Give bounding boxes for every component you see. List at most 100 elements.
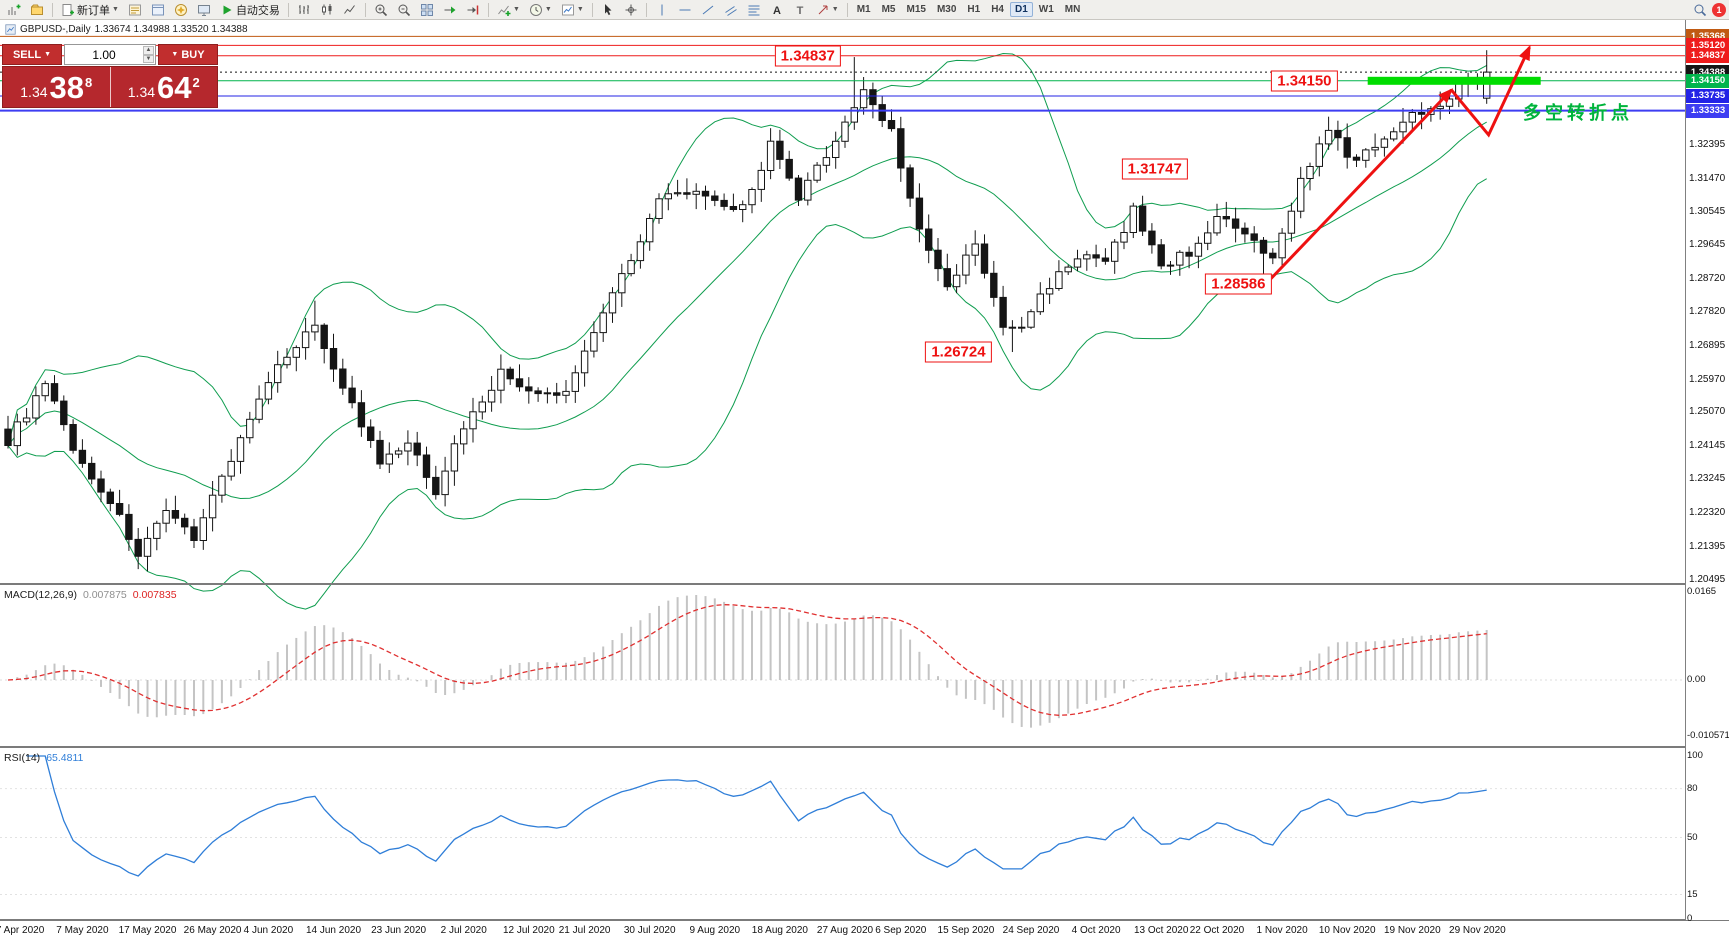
date-axis-label: 29 Nov 2020 <box>1449 925 1506 936</box>
indicators-button[interactable]: ▼ <box>493 1 524 19</box>
volume-input[interactable] <box>65 45 155 64</box>
timeframe-button-h4[interactable]: H4 <box>991 4 1004 15</box>
spinner-up-icon[interactable]: ▲ <box>143 46 154 55</box>
axis-label: 1.25070 <box>1689 406 1726 418</box>
fibonacci-icon <box>747 3 761 17</box>
auto-scroll-button[interactable] <box>439 1 461 19</box>
axis-label: 1.22320 <box>1689 506 1726 518</box>
profiles-button[interactable] <box>26 1 48 19</box>
axis-label: -0.010571 <box>1687 730 1729 742</box>
buy-button[interactable]: ▼ BUY <box>158 44 218 65</box>
chevron-down-icon: ▼ <box>44 51 52 58</box>
bid-price-button[interactable]: 1.34 38 8 <box>3 67 111 107</box>
templates-button[interactable]: ▼ <box>557 1 588 19</box>
axis-label: 1.25970 <box>1689 373 1726 385</box>
price-callout[interactable]: 1.28586 <box>1205 273 1272 295</box>
timeframe-button-m5[interactable]: M5 <box>881 4 896 15</box>
spinner-down-icon[interactable]: ▼ <box>143 54 154 63</box>
arrows-button[interactable]: ▼ <box>812 1 843 19</box>
timeframe-button-m30[interactable]: M30 <box>936 4 957 15</box>
panel-separator[interactable] <box>0 583 1729 585</box>
price-levels[interactable] <box>0 35 1685 112</box>
fibonacci-button[interactable] <box>743 1 765 19</box>
timeframe-button-d1[interactable]: D1 <box>1010 2 1033 17</box>
zoom-in-button[interactable] <box>370 1 392 19</box>
search-icon <box>1693 3 1707 17</box>
date-axis-label: 19 Nov 2020 <box>1383 925 1441 936</box>
price-callout[interactable]: 1.34837 <box>774 45 841 67</box>
bars-chart-button[interactable] <box>293 1 315 19</box>
date-axis-label: 15 Sep 2020 <box>937 925 995 936</box>
timeframe-button-m15[interactable]: M15 <box>906 4 926 15</box>
crosshair-button[interactable] <box>620 1 642 19</box>
date-axis-label: 27 Aug 2020 <box>816 925 874 936</box>
timeframe-button-w1[interactable]: W1 <box>1038 4 1054 15</box>
macd-signal-value: 0.007835 <box>132 589 177 601</box>
axis-label: 1.20495 <box>1689 573 1726 585</box>
zoom-out-button[interactable] <box>393 1 415 19</box>
toolbar-separator <box>287 2 289 17</box>
axis-label: 1.21395 <box>1689 540 1726 552</box>
vertical-line-button[interactable] <box>651 1 673 19</box>
navigator-icon <box>174 3 188 17</box>
price-axis-highlight: 1.33333 <box>1686 103 1729 118</box>
notification-badge[interactable]: 1 <box>1712 2 1726 17</box>
axis-label: 1.30545 <box>1689 206 1726 218</box>
ask-point: 2 <box>192 75 200 90</box>
data-window-button[interactable] <box>147 1 169 19</box>
chart-shift-button[interactable] <box>462 1 484 19</box>
text-button[interactable]: A <box>766 1 788 19</box>
date-axis-label: 10 Nov 2020 <box>1318 925 1376 936</box>
horizontal-line-button[interactable] <box>674 1 696 19</box>
date-axis[interactable]: 27 Apr 2020 7 May 2020 17 May 2020 26 May 2… <box>0 921 1685 945</box>
line-chart-button[interactable] <box>339 1 361 19</box>
timeframe-button-mn[interactable]: MN <box>1064 4 1081 15</box>
autotrading-button[interactable]: 自动交易 <box>216 1 284 19</box>
channel-icon <box>724 3 738 17</box>
channel-button[interactable] <box>720 1 742 19</box>
turning-point-annotation[interactable]: 多空转折点 <box>1522 103 1633 124</box>
new-chart-button[interactable] <box>3 1 25 19</box>
chart-title: GBPUSD-,Daily 1.33674 1.34988 1.33520 1.… <box>5 24 248 35</box>
bid-big-figure: 1.34 <box>20 84 48 101</box>
panel-separator <box>0 919 1729 921</box>
trend-arrows[interactable] <box>1265 45 1531 285</box>
timeframe-button-h1[interactable]: H1 <box>967 4 981 15</box>
search-button[interactable] <box>1689 1 1711 19</box>
play-icon <box>223 5 232 14</box>
ask-price-button[interactable]: 1.34 64 2 <box>110 67 217 107</box>
timeframe-button-m1[interactable]: M1 <box>856 4 871 15</box>
bars-chart-icon <box>297 3 311 17</box>
autotrading-label: 自动交易 <box>235 4 280 17</box>
date-axis-label: 14 Jun 2020 <box>305 925 362 936</box>
new-order-button[interactable]: 新订单 ▼ <box>57 1 123 19</box>
periods-button[interactable]: ▼ <box>525 1 556 19</box>
zoom-in-icon <box>374 3 388 17</box>
market-watch-icon <box>128 3 142 17</box>
folder-icon <box>30 3 44 17</box>
price-callout[interactable]: 1.31747 <box>1121 158 1188 180</box>
terminal-button[interactable] <box>193 1 215 19</box>
horizontal-line-icon <box>678 3 692 17</box>
cursor-button[interactable] <box>597 1 619 19</box>
tile-windows-button[interactable] <box>416 1 438 19</box>
panel-separator[interactable] <box>0 746 1729 748</box>
price-callout[interactable]: 1.34150 <box>1271 70 1338 92</box>
new-order-icon <box>61 3 75 17</box>
chevron-down-icon: ▼ <box>171 51 179 58</box>
chevron-down-icon: ▼ <box>831 6 839 13</box>
axis-label: 1.23245 <box>1689 473 1726 485</box>
navigator-button[interactable] <box>170 1 192 19</box>
date-axis-label: 12 Jul 2020 <box>502 925 555 936</box>
price-callout[interactable]: 1.26724 <box>925 341 992 363</box>
market-watch-button[interactable] <box>124 1 146 19</box>
price-axis[interactable]: 1.32395 1.31470 1.30545 1.29645 1.28720 1.278… <box>1685 20 1729 924</box>
label-button[interactable]: T <box>789 1 811 19</box>
sell-button[interactable]: SELL ▼ <box>2 44 62 65</box>
candles-chart-button[interactable] <box>316 1 338 19</box>
date-axis-label: 24 Sep 2020 <box>1002 925 1060 936</box>
date-axis-label: 21 Jul 2020 <box>558 925 611 936</box>
date-axis-label: 17 May 2020 <box>118 925 177 936</box>
trendline-button[interactable] <box>697 1 719 19</box>
